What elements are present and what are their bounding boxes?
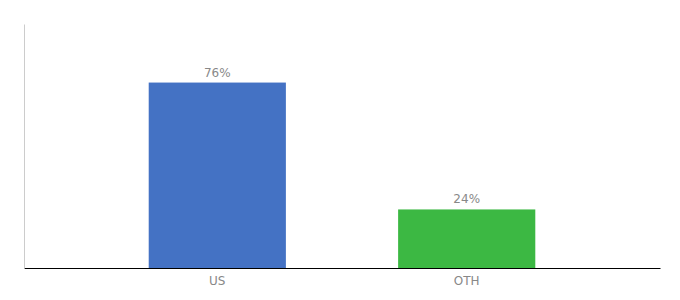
bars: [149, 83, 536, 268]
plot: 76% 24% US OTH: [25, 25, 661, 288]
x-axis-line: [25, 268, 661, 269]
x-tick-label: OTH: [454, 274, 480, 288]
bar: [149, 83, 286, 268]
y-axis: [24, 25, 25, 269]
x-tick: OTH: [454, 274, 480, 288]
bar: [398, 209, 535, 268]
data-label: 76%: [204, 66, 231, 80]
chart: 76% 24% US OTH: [0, 0, 680, 300]
x-axis: US OTH: [25, 269, 661, 288]
x-tick: US: [209, 274, 225, 288]
data-labels: 76% 24%: [204, 66, 480, 207]
data-label: 24%: [453, 192, 480, 206]
x-tick-label: US: [209, 274, 225, 288]
y-axis-line: [24, 25, 25, 269]
